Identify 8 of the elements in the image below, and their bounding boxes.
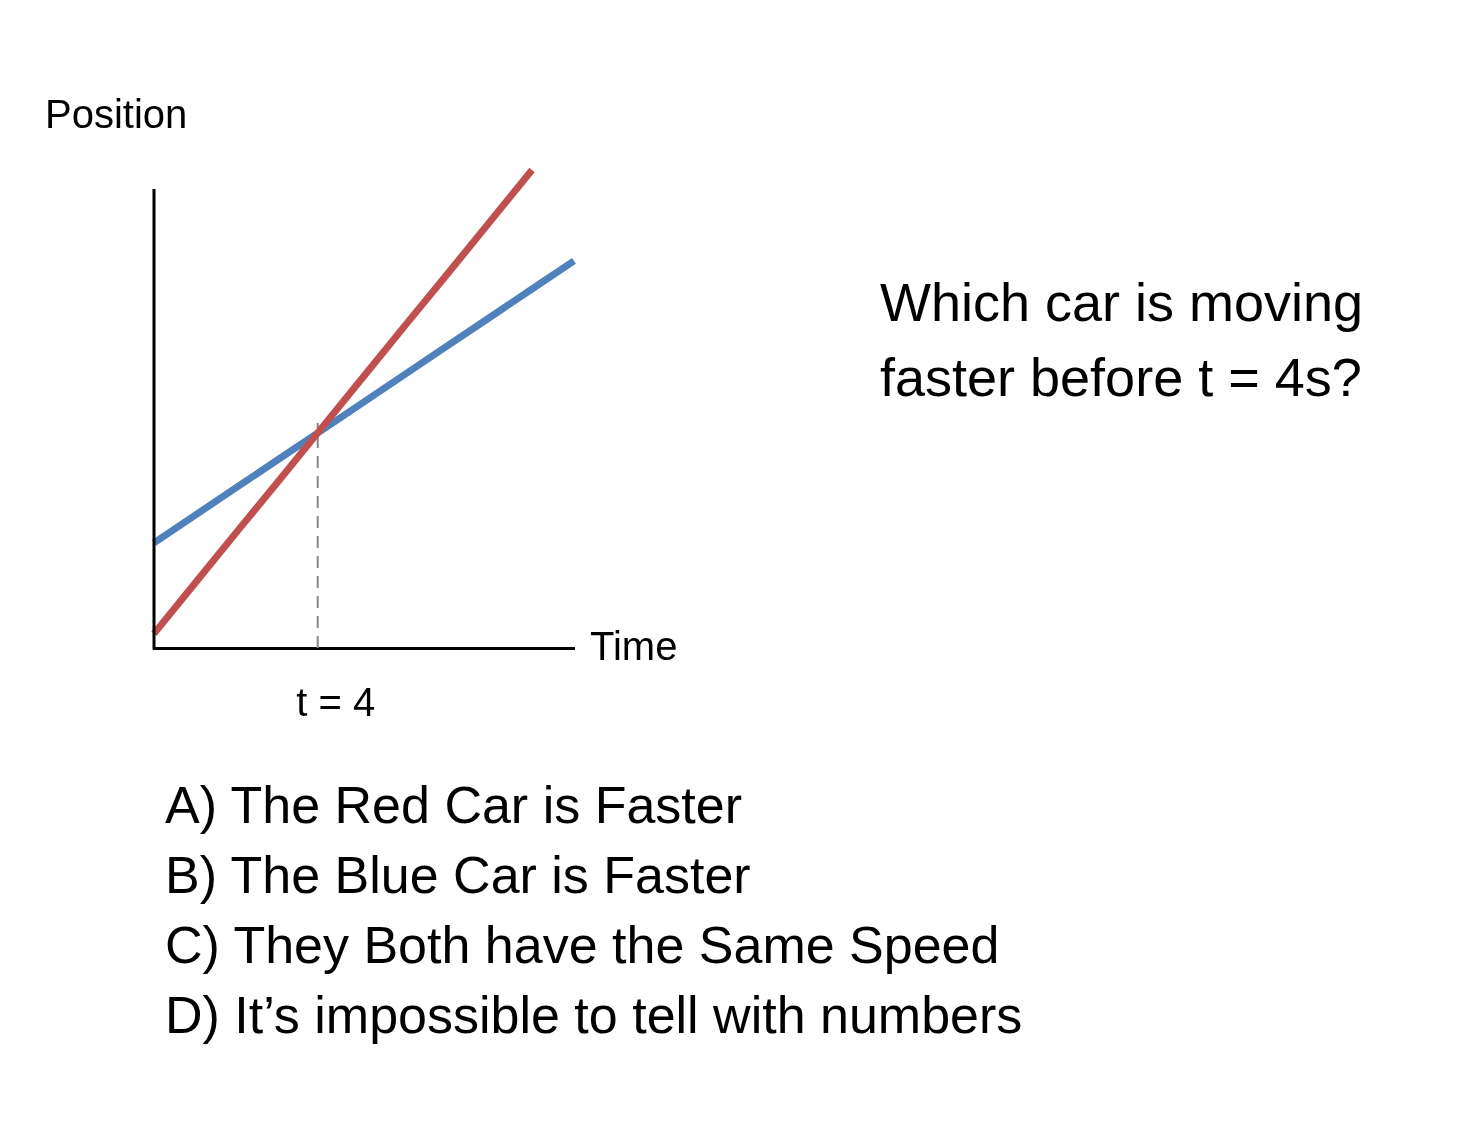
y-axis-title: Position [45,92,188,136]
text: B) The Blue Car is Faster [165,846,751,904]
text: Which car is moving faster before t = 4s? [880,272,1364,407]
text: D) It’s impossible to tell with numbers [165,986,1023,1044]
text: t = 4 [296,680,376,724]
text: A) The Red Car is Faster [165,776,743,834]
text: C) They Both have the Same Speed [165,916,1000,974]
x-axis-title: Time [590,624,678,668]
